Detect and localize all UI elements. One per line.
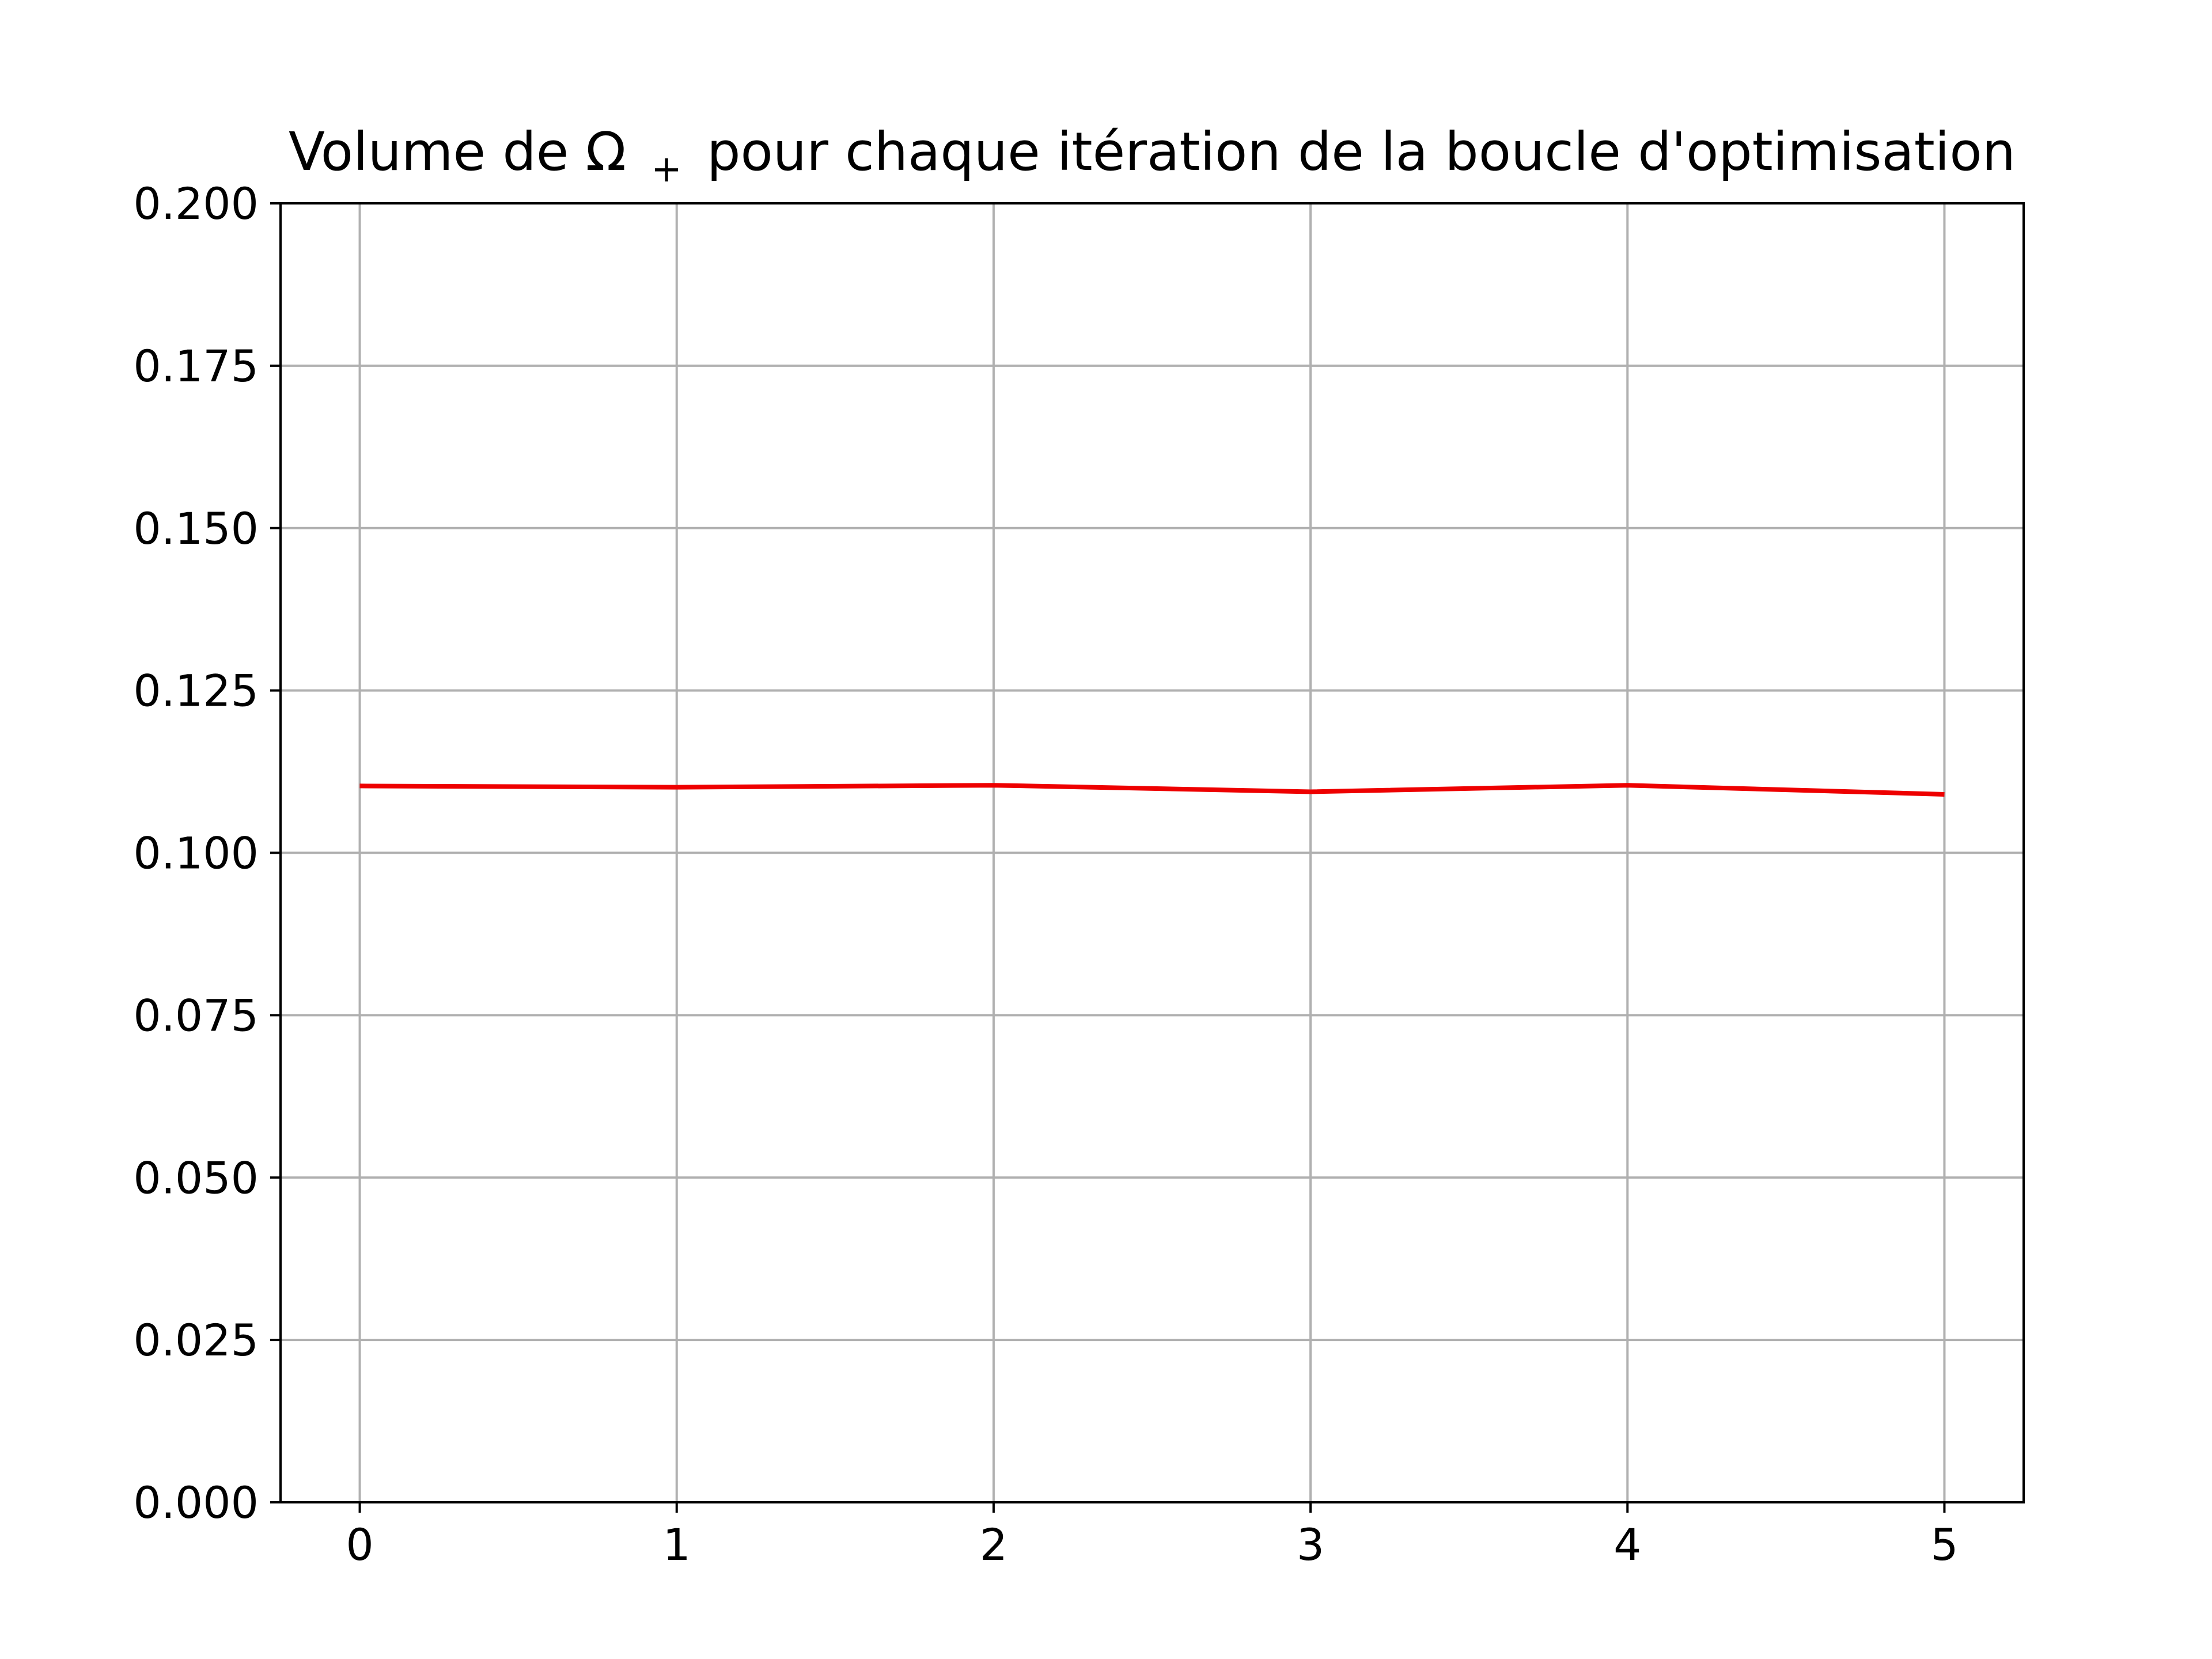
y-tick-label: 0.125	[133, 665, 259, 717]
y-tick-label: 0.075	[133, 990, 259, 1041]
y-tick-label: 0.150	[133, 503, 259, 554]
y-tick-label: 0.050	[133, 1152, 259, 1203]
x-tick-label: 0	[346, 1519, 373, 1570]
grid-lines	[281, 202, 2024, 1503]
x-tick-label: 1	[663, 1519, 691, 1570]
y-tick-label: 0.175	[133, 340, 259, 392]
y-tick-label: 0.025	[133, 1315, 259, 1366]
x-tick-label: 2	[980, 1519, 1007, 1570]
y-tick-label: 0.200	[133, 178, 259, 229]
y-tick-label: 0.000	[133, 1477, 259, 1528]
tick-labels: 0 1 2 3 4 5 0.000 0.025 0.050 0.075 0.100 0.125 0.15…	[133, 178, 1958, 1570]
series-line	[359, 783, 1945, 797]
chart-title-main: Volume de Ω	[289, 121, 626, 183]
x-tick-label: 4	[1613, 1519, 1641, 1570]
chart-title: Volume de Ω + pour chaque itération de l…	[289, 121, 2016, 194]
y-tick-label: 0.100	[133, 828, 259, 879]
chart-title-subscript: +	[651, 148, 682, 191]
x-tick-label: 5	[1930, 1519, 1958, 1570]
chart-title-rest: pour chaque itération de la boucle d'opt…	[707, 121, 2016, 183]
x-tick-label: 3	[1297, 1519, 1324, 1570]
axis-ticks	[270, 202, 1946, 1513]
series-layer	[359, 783, 1945, 797]
